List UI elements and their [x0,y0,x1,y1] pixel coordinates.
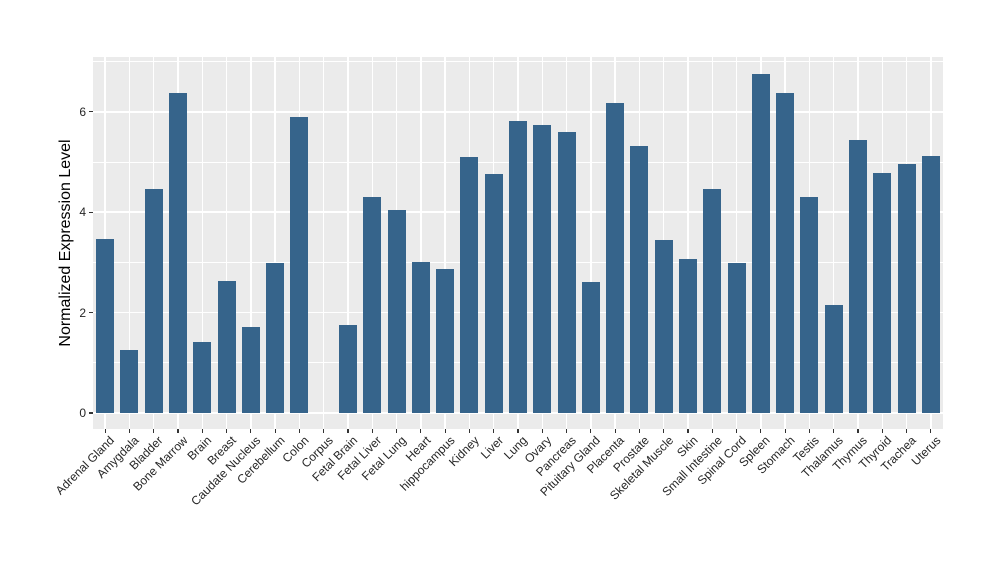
y-tick [89,312,93,314]
x-tick [760,429,762,433]
y-tick-label: 6 [79,104,86,119]
x-tick [444,429,446,433]
bar [703,189,722,413]
x-tick [323,429,325,433]
x-tick [663,429,665,433]
y-tick [89,111,93,113]
x-tick [201,429,203,433]
x-tick [808,429,811,433]
v-gridline [274,57,276,429]
v-gridline [590,57,592,429]
bar [290,116,309,413]
bar [897,164,916,413]
x-tick [395,429,398,433]
y-tick-label: 0 [79,406,86,420]
bar [751,74,770,413]
x-tick [225,429,228,433]
bar [654,239,673,413]
bar [144,189,163,413]
v-gridline [444,57,446,429]
bar [96,238,115,413]
x-tick [565,429,568,433]
bar [533,125,552,413]
bar [824,304,843,413]
x-tick [298,429,301,433]
bar [873,172,892,413]
x-tick [614,429,616,433]
bar [630,145,649,413]
v-gridline [735,57,738,429]
x-tick [735,429,738,433]
bar [776,93,795,413]
bar [411,261,430,413]
x-tick [177,429,179,433]
v-gridline [420,57,422,429]
v-gridline [201,57,203,429]
bar [581,282,600,413]
bar [606,103,625,413]
plot-panel [93,57,943,429]
x-tick [711,429,713,433]
bar [436,268,455,413]
x-tick [250,429,252,433]
x-tick-label-text: Liver [477,433,506,462]
x-tick [784,429,786,433]
x-tick [371,429,373,433]
x-tick [153,429,155,433]
x-tick [468,429,471,433]
v-gridline [347,57,349,429]
bar [484,173,503,413]
bar [339,325,357,413]
x-tick [857,429,859,433]
bar [800,196,819,413]
bar [727,263,746,413]
x-tick [420,429,422,433]
y-tick-label: 2 [79,305,86,320]
v-gridline [128,57,131,429]
x-tick [541,429,543,433]
bar [120,350,139,413]
bar [557,131,576,413]
bar [921,155,940,413]
x-tick [517,429,519,433]
y-tick [89,412,93,414]
bar [193,342,212,413]
v-gridline [225,57,228,429]
x-tick [833,429,835,433]
x-tick [128,429,131,433]
bar [241,326,260,413]
bar [509,120,527,413]
x-tick [493,429,495,433]
x-tick [104,429,106,433]
x-tick [347,429,349,433]
x-tick [930,429,932,433]
y-tick [89,211,93,213]
x-tick [905,429,908,433]
bar [387,210,406,413]
v-gridline [687,57,689,429]
x-tick [687,429,689,433]
bar [266,262,285,413]
bar [849,139,867,413]
v-gridline [833,57,835,429]
bar [169,92,187,413]
x-tick [881,429,883,433]
bar [363,197,382,413]
bar [460,157,479,413]
x-tick [274,429,276,433]
bar [679,259,697,413]
v-gridline [250,57,252,429]
v-gridline [323,57,325,429]
x-tick [638,429,641,433]
y-tick-label: 4 [79,205,86,220]
x-tick [590,429,592,433]
bar [217,281,236,413]
